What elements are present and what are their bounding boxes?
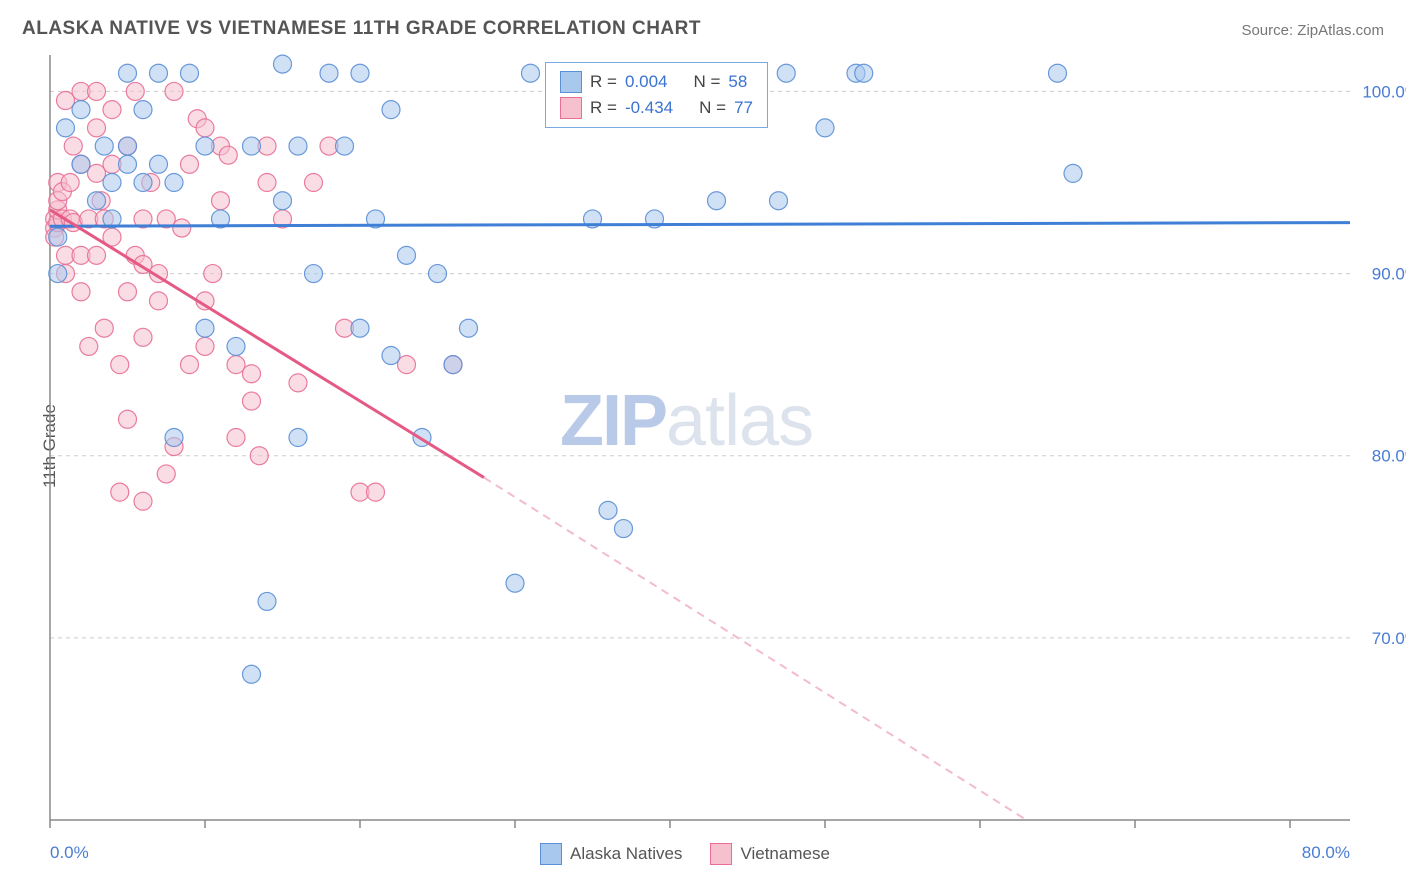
svg-text:80.0%: 80.0%	[1302, 843, 1350, 862]
svg-text:70.0%: 70.0%	[1372, 629, 1406, 648]
vietnamese-r-value: -0.434	[625, 95, 673, 121]
stats-row-vietnamese: R = -0.434 N = 77	[560, 95, 753, 121]
alaska-r-value: 0.004	[625, 69, 668, 95]
plot-svg: 70.0% 80.0% 90.0% 100.0% 0.0% 80.0%	[0, 0, 1406, 892]
stats-legend-box: R = 0.004 N = 58 R = -0.434 N = 77	[545, 62, 768, 128]
alaska-n-value: 58	[728, 69, 747, 95]
bottom-legend: Alaska Natives Vietnamese	[540, 843, 830, 865]
vietnamese-n-value: 77	[734, 95, 753, 121]
legend-swatch-alaska	[540, 843, 562, 865]
svg-text:100.0%: 100.0%	[1362, 82, 1406, 101]
legend-label-vietnamese: Vietnamese	[740, 844, 829, 864]
r-label: R =	[590, 69, 617, 95]
r-label-2: R =	[590, 95, 617, 121]
stats-row-alaska: R = 0.004 N = 58	[560, 69, 753, 95]
n-label: N =	[693, 69, 720, 95]
legend-label-alaska: Alaska Natives	[570, 844, 682, 864]
chart-container: ALASKA NATIVE VS VIETNAMESE 11TH GRADE C…	[0, 0, 1406, 892]
svg-text:90.0%: 90.0%	[1372, 265, 1406, 284]
svg-text:0.0%: 0.0%	[50, 843, 89, 862]
legend-item-vietnamese: Vietnamese	[710, 843, 829, 865]
svg-text:80.0%: 80.0%	[1372, 447, 1406, 466]
n-label-2: N =	[699, 95, 726, 121]
legend-swatch-vietnamese	[710, 843, 732, 865]
swatch-vietnamese	[560, 97, 582, 119]
swatch-alaska	[560, 71, 582, 93]
legend-item-alaska: Alaska Natives	[540, 843, 682, 865]
